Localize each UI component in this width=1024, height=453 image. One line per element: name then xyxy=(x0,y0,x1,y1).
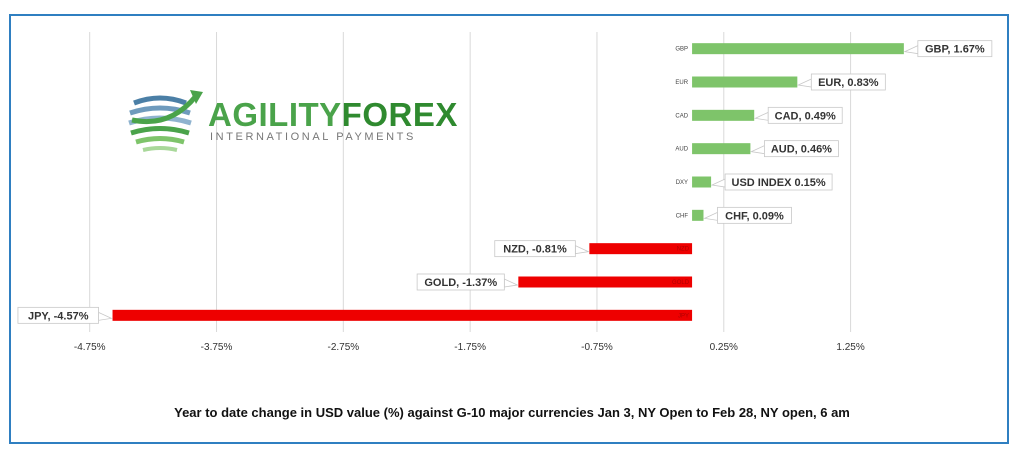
bar-eur xyxy=(692,76,798,88)
category-label: GOLD xyxy=(672,280,690,286)
data-callout-box xyxy=(717,206,792,224)
data-label: USD INDEX 0.15% xyxy=(732,177,826,189)
bars: GBP GBP, 1.67% EUR EUR, 0.83% CAD CAD, 0.49% A… xyxy=(17,40,993,324)
category-label: NZD xyxy=(677,247,690,253)
bar-nzd xyxy=(589,243,693,255)
x-tick-label: -3.75% xyxy=(201,342,233,353)
data-callout-pointer xyxy=(98,311,113,321)
agility-forex-logo: AGILITYFOREX INTERNATIONAL PAYMENTS xyxy=(128,90,458,152)
bar-gbp xyxy=(692,43,904,55)
data-label: EUR, 0.83% xyxy=(818,77,879,89)
bar-aud xyxy=(692,143,751,155)
data-label: GOLD, -1.37% xyxy=(424,277,497,289)
data-callout-pointer xyxy=(574,245,590,255)
bar-chf xyxy=(692,209,704,221)
globe-icon xyxy=(128,90,203,152)
data-callout-box xyxy=(767,106,843,124)
bar-dxy xyxy=(692,176,712,188)
chart-caption: Year to date change in USD value (%) aga… xyxy=(174,405,850,420)
category-label: DXY xyxy=(676,180,688,186)
data-label: GBP, 1.67% xyxy=(925,44,985,56)
bar-cad xyxy=(692,109,755,121)
data-callout-box xyxy=(494,240,576,258)
data-label: CHF, 0.09% xyxy=(725,210,784,222)
data-label: NZD, -0.81% xyxy=(503,244,567,256)
x-tick-label: 1.25% xyxy=(836,342,864,353)
category-label: EUR xyxy=(675,80,688,86)
logo-tagline: INTERNATIONAL PAYMENTS xyxy=(210,131,416,143)
x-axis-tick-labels: -4.75% -3.75% -2.75% -1.75% -0.75% 0.25% 1.25% xyxy=(74,342,865,353)
data-callout-pointer xyxy=(750,145,765,155)
logo-brand-agility: AGILITY xyxy=(208,96,342,133)
data-callout-box xyxy=(416,273,505,291)
category-label: CHF xyxy=(676,213,689,219)
data-callout-box xyxy=(724,173,833,191)
data-callout-pointer xyxy=(753,111,769,121)
category-label: GBP xyxy=(675,47,688,53)
data-callout-pointer xyxy=(503,278,519,288)
x-tick-label: 0.25% xyxy=(710,342,738,353)
bar-jpy xyxy=(112,309,693,321)
data-label: AUD, 0.46% xyxy=(771,144,832,156)
data-callout-box xyxy=(17,306,99,324)
data-callout-box xyxy=(917,40,993,58)
data-callout-pointer xyxy=(796,78,812,88)
x-tick-label: -4.75% xyxy=(74,342,106,353)
data-label: JPY, -4.57% xyxy=(28,310,89,322)
data-callout-box xyxy=(764,140,839,158)
category-label: AUD xyxy=(675,147,688,153)
svg-text:AGILITYFOREX: AGILITYFOREX xyxy=(208,96,458,133)
data-callout-pointer xyxy=(703,211,718,221)
data-callout-box xyxy=(810,73,886,91)
data-callout-pointer xyxy=(903,45,919,55)
data-label: CAD, 0.49% xyxy=(775,110,836,122)
logo-brand-forex: FOREX xyxy=(342,96,458,133)
x-tick-label: -0.75% xyxy=(581,342,613,353)
category-label: CAD xyxy=(675,113,688,119)
x-tick-label: -2.75% xyxy=(327,342,359,353)
bar-gold xyxy=(518,276,693,288)
x-tick-label: -1.75% xyxy=(454,342,486,353)
category-label: JPY xyxy=(678,313,689,319)
data-callout-pointer xyxy=(710,178,726,188)
